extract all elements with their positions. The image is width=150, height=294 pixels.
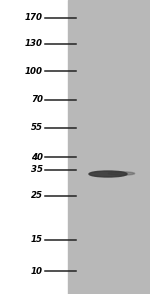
- Text: 35: 35: [31, 166, 43, 175]
- Bar: [68, 0, 150, 294]
- Text: 70: 70: [31, 96, 43, 104]
- Text: 25: 25: [31, 191, 43, 201]
- Text: 40: 40: [31, 153, 43, 161]
- Ellipse shape: [108, 172, 135, 175]
- Text: 170: 170: [25, 14, 43, 23]
- Text: 55: 55: [31, 123, 43, 133]
- Text: 15: 15: [31, 235, 43, 245]
- Text: 100: 100: [25, 66, 43, 76]
- Text: 10: 10: [31, 266, 43, 275]
- Ellipse shape: [89, 171, 127, 177]
- Text: 130: 130: [25, 39, 43, 49]
